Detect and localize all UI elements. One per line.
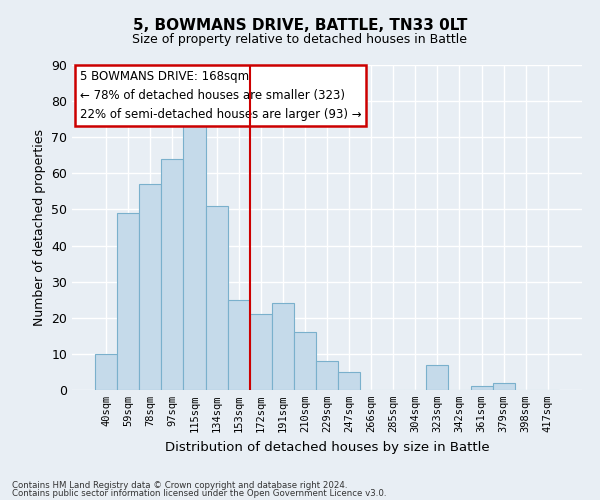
Bar [250,314,272,390]
Bar [227,300,250,390]
Bar [470,386,493,390]
Text: Contains public sector information licensed under the Open Government Licence v3: Contains public sector information licen… [12,489,386,498]
Bar [427,364,448,390]
Bar [161,159,184,390]
Text: 5 BOWMANS DRIVE: 168sqm
← 78% of detached houses are smaller (323)
22% of semi-d: 5 BOWMANS DRIVE: 168sqm ← 78% of detache… [80,70,361,121]
X-axis label: Distribution of detached houses by size in Battle: Distribution of detached houses by size … [164,440,490,454]
Text: 5, BOWMANS DRIVE, BATTLE, TN33 0LT: 5, BOWMANS DRIVE, BATTLE, TN33 0LT [133,18,467,32]
Bar [316,361,338,390]
Bar [206,206,227,390]
Text: Contains HM Land Registry data © Crown copyright and database right 2024.: Contains HM Land Registry data © Crown c… [12,480,347,490]
Bar [117,213,139,390]
Y-axis label: Number of detached properties: Number of detached properties [32,129,46,326]
Bar [95,354,117,390]
Bar [184,126,206,390]
Text: Size of property relative to detached houses in Battle: Size of property relative to detached ho… [133,32,467,46]
Bar [493,383,515,390]
Bar [139,184,161,390]
Bar [272,304,294,390]
Bar [338,372,360,390]
Bar [294,332,316,390]
